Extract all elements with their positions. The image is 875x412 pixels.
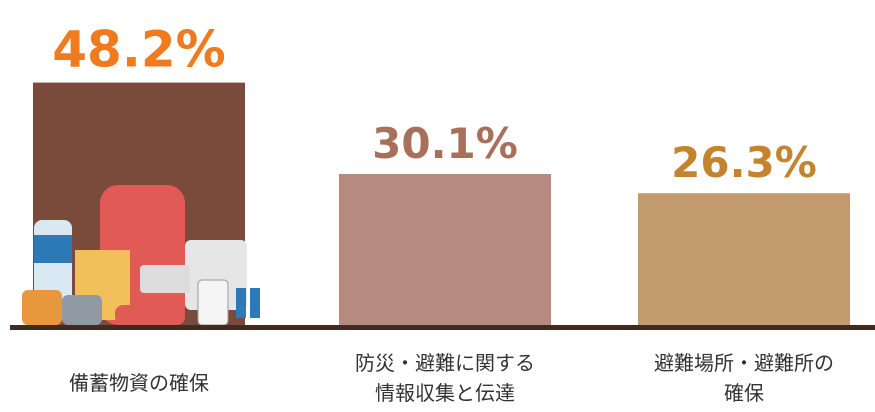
can [62,295,102,325]
value-label: 30.1% [372,119,518,168]
battery [250,288,260,318]
category-label: 避難場所・避難所の [654,351,834,375]
radio [140,265,190,293]
category-label: 確保 [724,381,764,405]
value-label: 48.2% [52,21,225,79]
battery [236,288,246,318]
tissue [198,280,228,325]
bottle-label [34,235,72,263]
can [22,290,62,325]
bar [638,193,850,326]
category-label: 情報収集と伝達 [375,381,515,405]
chart: 48.2% 備蓄物資の確保 30.1% 防災・避難に関する情報収集と伝達 26.3% 避難… [0,0,875,412]
category-label: 備蓄物資の確保 [69,371,209,395]
category-label: 防災・避難に関する [355,351,535,375]
flashlight [115,305,185,325]
value-label: 26.3% [671,138,817,187]
bar [339,174,551,326]
baseline [10,325,875,330]
